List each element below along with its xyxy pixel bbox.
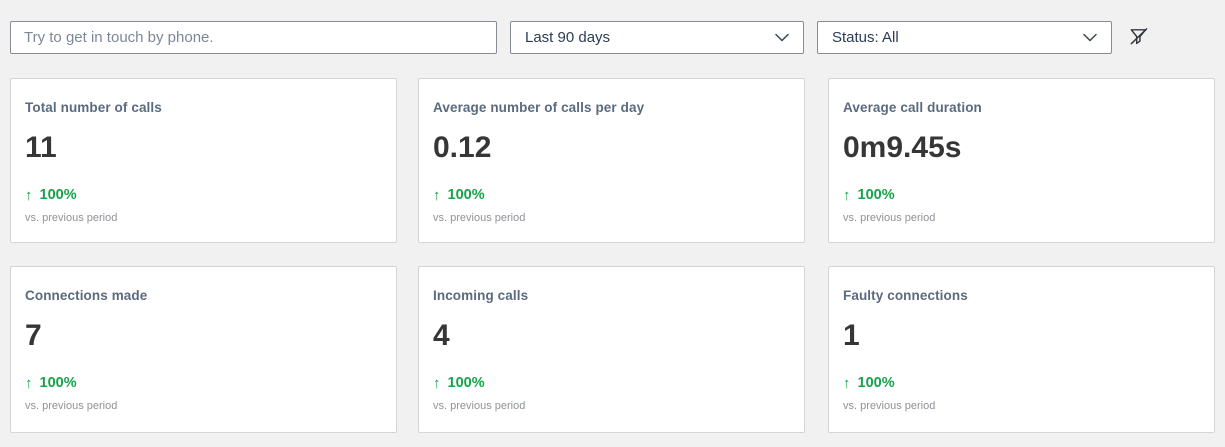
stat-card-avg-calls-per-day: Average number of calls per day 0.12 ↑ 1… (418, 78, 805, 243)
card-delta: ↑ 100% (843, 375, 1200, 393)
card-value: 7 (25, 319, 42, 352)
status-value: Status: All (832, 29, 899, 46)
card-caption: vs. previous period (25, 399, 118, 412)
delta-percent: 100% (447, 186, 485, 203)
delta-percent: 100% (39, 374, 77, 391)
up-arrow-icon: ↑ (433, 186, 441, 204)
chevron-down-icon (1083, 29, 1097, 46)
card-delta: ↑ 100% (433, 375, 790, 393)
delta-percent: 100% (857, 186, 895, 203)
delta-percent: 100% (447, 374, 485, 391)
card-delta: ↑ 100% (843, 187, 1200, 205)
card-value: 0m9.45s (843, 131, 962, 164)
up-arrow-icon: ↑ (25, 186, 33, 204)
card-title: Incoming calls (433, 288, 529, 303)
stat-card-connections-made: Connections made 7 ↑ 100% vs. previous p… (10, 266, 397, 433)
card-caption: vs. previous period (25, 211, 118, 224)
clear-filters-button[interactable] (1124, 24, 1152, 52)
card-title: Connections made (25, 288, 148, 303)
chevron-down-icon (775, 29, 789, 46)
card-title: Average number of calls per day (433, 100, 645, 115)
card-value: 1 (843, 319, 860, 352)
card-title: Faulty connections (843, 288, 968, 303)
card-title: Average call duration (843, 100, 982, 115)
date-range-select[interactable]: Last 90 days (510, 21, 804, 54)
card-title: Total number of calls (25, 100, 162, 115)
up-arrow-icon: ↑ (433, 374, 441, 392)
date-range-value: Last 90 days (525, 29, 611, 46)
card-caption: vs. previous period (433, 399, 526, 412)
card-delta: ↑ 100% (25, 375, 382, 393)
card-value: 4 (433, 319, 450, 352)
card-delta: ↑ 100% (25, 187, 382, 205)
filter-off-icon (1127, 25, 1150, 51)
up-arrow-icon: ↑ (843, 374, 851, 392)
stat-card-incoming-calls: Incoming calls 4 ↑ 100% vs. previous per… (418, 266, 805, 433)
card-value: 0.12 (433, 131, 492, 164)
up-arrow-icon: ↑ (25, 374, 33, 392)
up-arrow-icon: ↑ (843, 186, 851, 204)
card-caption: vs. previous period (433, 211, 526, 224)
delta-percent: 100% (39, 186, 77, 203)
status-select[interactable]: Status: All (817, 21, 1112, 54)
stat-card-total-calls: Total number of calls 11 ↑ 100% vs. prev… (10, 78, 397, 243)
card-delta: ↑ 100% (433, 187, 790, 205)
stat-card-avg-call-duration: Average call duration 0m9.45s ↑ 100% vs.… (828, 78, 1215, 243)
card-value: 11 (25, 131, 57, 164)
card-caption: vs. previous period (843, 211, 936, 224)
card-caption: vs. previous period (843, 399, 936, 412)
phone-search-input[interactable] (10, 21, 497, 54)
stat-card-faulty-connections: Faulty connections 1 ↑ 100% vs. previous… (828, 266, 1215, 433)
delta-percent: 100% (857, 374, 895, 391)
